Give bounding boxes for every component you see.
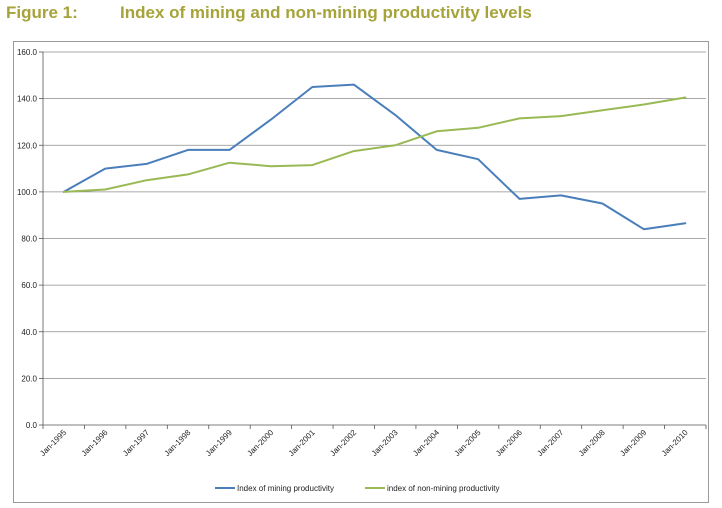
non-mining-series-line xyxy=(62,96,687,193)
x-tick-label: Jan-2004 xyxy=(411,428,441,458)
x-tick-label: Jan-2002 xyxy=(328,428,358,458)
x-tick-label: Jan-2006 xyxy=(494,428,524,458)
y-tick-label: 20.0 xyxy=(21,374,37,383)
y-tick-label: 140.0 xyxy=(17,95,38,104)
gridlines xyxy=(43,51,706,379)
legend: Index of mining productivity index of non… xyxy=(215,484,500,493)
x-tick-label: Jan-1999 xyxy=(204,428,234,458)
x-tick-label: Jan-2010 xyxy=(660,428,690,458)
y-tick-label: 160.0 xyxy=(17,48,38,57)
y-tick-label: 60.0 xyxy=(21,281,37,290)
x-tick-label: Jan-1996 xyxy=(80,428,110,458)
y-tick-label: 100.0 xyxy=(17,188,38,197)
y-tick-label: 40.0 xyxy=(21,328,37,337)
x-tick-label: Jan-1995 xyxy=(38,428,68,458)
x-tick-labels: Jan-1995 Jan-1996 Jan-1997 Jan-1998 Jan-1999… xyxy=(38,428,690,458)
legend-non-mining-label: index of non-mining productivity xyxy=(387,484,500,493)
x-tick-label: Jan-2009 xyxy=(618,428,648,458)
series-lines xyxy=(62,83,687,231)
figure-title: Index of mining and non-mining productiv… xyxy=(120,3,532,22)
x-tick-label: Jan-1997 xyxy=(121,428,151,458)
y-tick-label: 80.0 xyxy=(21,235,37,244)
y-tick-label: 120.0 xyxy=(17,141,38,150)
x-tick-label: Jan-1998 xyxy=(162,428,192,458)
x-tick-label: Jan-2008 xyxy=(577,428,607,458)
mining-series-line xyxy=(62,83,687,231)
x-tick-label: Jan-2000 xyxy=(245,428,275,458)
x-tick-label: Jan-2001 xyxy=(287,428,317,458)
chart-frame xyxy=(13,41,709,503)
axes xyxy=(39,51,707,429)
legend-mining-label: Index of mining productivity xyxy=(237,484,334,493)
x-tick-label: Jan-2003 xyxy=(370,428,400,458)
y-tick-labels: 0.0 20.0 40.0 60.0 80.0 100.0 120.0 140.0 160.0 xyxy=(17,48,38,430)
figure-label: Figure 1: xyxy=(6,3,78,22)
x-tick-label: Jan-2005 xyxy=(453,428,483,458)
x-tick-label: Jan-2007 xyxy=(535,428,565,458)
y-tick-label: 0.0 xyxy=(26,421,38,430)
